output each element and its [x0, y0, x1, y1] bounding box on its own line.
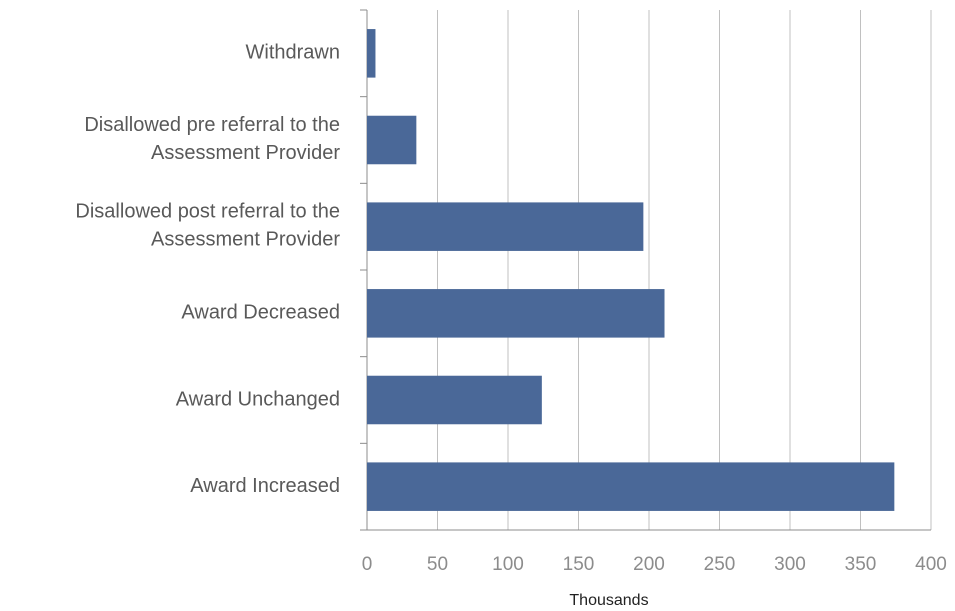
bar — [367, 29, 376, 78]
y-tick-label: Award Increased — [190, 475, 340, 497]
x-tick-label: 100 — [492, 554, 524, 575]
x-tick-label: 0 — [362, 554, 373, 575]
bar — [367, 202, 644, 251]
y-tick-label: Award Decreased — [181, 302, 340, 324]
bar — [367, 289, 665, 338]
bar — [367, 115, 417, 165]
x-tick-label: 200 — [633, 554, 665, 575]
x-tick-label: 300 — [774, 554, 806, 575]
bar — [367, 375, 542, 425]
x-tick-label: 50 — [427, 554, 448, 575]
y-tick-label: Withdrawn — [246, 42, 340, 64]
x-tick-label: 350 — [845, 554, 877, 575]
y-tick-label: Disallowed post referral to the Assessmen… — [75, 201, 340, 251]
y-tick-label: Disallowed pre referral to the Assessment… — [84, 114, 340, 164]
bar — [367, 462, 895, 511]
x-axis-label: Thousands — [569, 592, 648, 609]
x-tick-label: 250 — [704, 554, 736, 575]
y-tick-label: Award Unchanged — [176, 388, 340, 410]
x-tick-label: 400 — [915, 554, 947, 575]
x-tick-label: 150 — [563, 554, 595, 575]
